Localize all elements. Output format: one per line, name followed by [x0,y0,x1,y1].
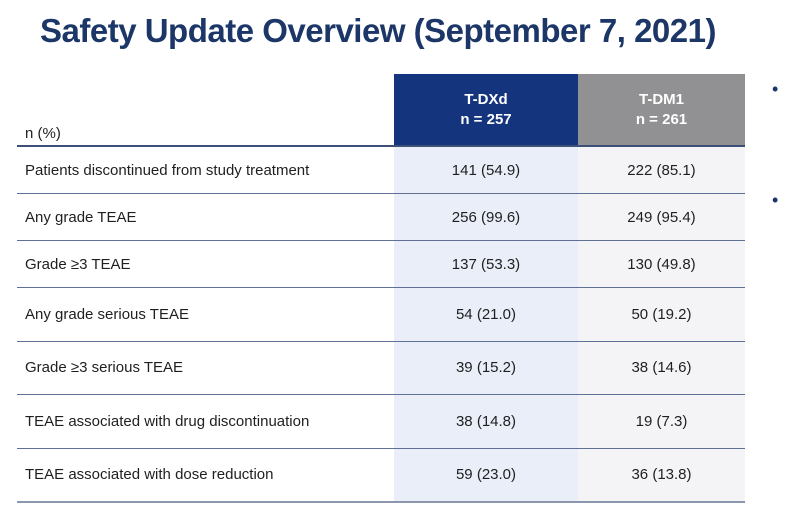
row-label: TEAE associated with drug discontinuatio… [17,395,394,448]
column-header-tdxd-n: n = 257 [460,110,512,128]
tdm1-value: 130 (49.8) [578,241,745,287]
table-row: TEAE associated with drug discontinuatio… [17,395,745,449]
tdm1-value: 38 (14.6) [578,341,745,394]
tdm1-value: 36 (13.8) [578,448,745,501]
tdxd-value: 141 (54.9) [394,147,578,193]
column-header-tdm1-n: n = 261 [635,110,688,128]
tdxd-value: 137 (53.3) [394,241,578,287]
table-row: TEAE associated with dose reduction 59 (… [17,448,745,503]
bullet-icon: • [772,79,779,99]
table-row: Any grade TEAE 256 (99.6) 249 (95.4) [17,194,745,241]
tdm1-value: 249 (95.4) [578,194,745,240]
table-row: Any grade serious TEAE 54 (21.0) 50 (19.… [17,288,745,342]
row-label: TEAE associated with dose reduction [17,448,394,501]
column-header-tdm1: T-DM1 n = 261 [578,74,745,145]
tdxd-value: 54 (21.0) [394,288,578,341]
row-header-cell: n (%) [17,74,394,145]
column-header-tdxd: T-DXd n = 257 [394,74,578,145]
tdm1-value: 222 (85.1) [578,147,745,193]
table-row: Grade ≥3 serious TEAE 39 (15.2) 38 (14.6… [17,341,745,395]
table-row: Patients discontinued from study treatme… [17,147,745,194]
row-header-label: n (%) [25,125,61,142]
table-body: Patients discontinued from study treatme… [17,147,745,503]
tdm1-value: 50 (19.2) [578,288,745,341]
row-label: Grade ≥3 TEAE [17,241,394,287]
row-label: Patients discontinued from study treatme… [17,147,394,193]
safety-table: n (%) T-DXd n = 257 T-DM1 n = 261 Patien… [17,74,745,503]
tdxd-value: 256 (99.6) [394,194,578,240]
row-label: Any grade TEAE [17,194,394,240]
row-label: Grade ≥3 serious TEAE [17,341,394,394]
slide-title: Safety Update Overview (September 7, 202… [40,12,716,49]
bullet-icon: • [772,190,779,210]
table-row: Grade ≥3 TEAE 137 (53.3) 130 (49.8) [17,241,745,288]
tdxd-value: 39 (15.2) [394,341,578,394]
table-header-row: n (%) T-DXd n = 257 T-DM1 n = 261 [17,74,745,147]
row-label: Any grade serious TEAE [17,288,394,341]
column-header-tdxd-label: T-DXd [464,90,508,108]
tdxd-value: 59 (23.0) [394,448,578,501]
tdxd-value: 38 (14.8) [394,395,578,448]
tdm1-value: 19 (7.3) [578,395,745,448]
column-header-tdm1-label: T-DM1 [639,90,684,108]
